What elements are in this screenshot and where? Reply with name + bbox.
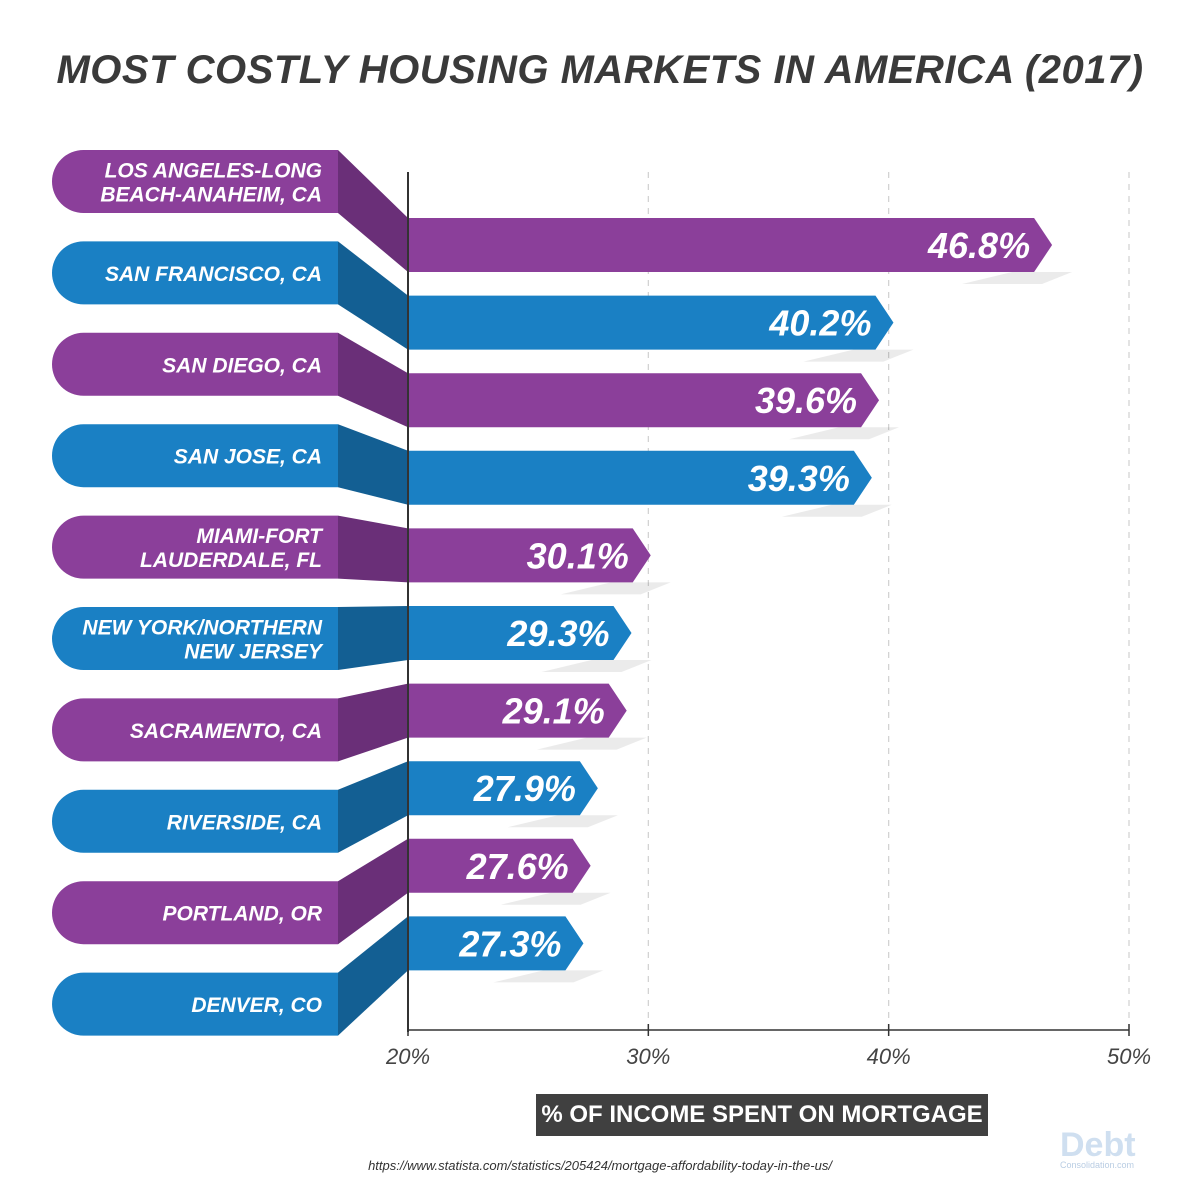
- category-label: PORTLAND, OR: [163, 903, 323, 926]
- bar-shadow: [560, 582, 671, 595]
- logo-text: Debt: [1060, 1126, 1136, 1164]
- category-label-pill: [52, 150, 339, 213]
- x-tick-label: 40%: [867, 1044, 911, 1069]
- value-label: 39.3%: [748, 458, 850, 499]
- bar-shadow: [541, 660, 652, 672]
- bar-shadow: [507, 815, 618, 828]
- value-label: 46.8%: [927, 225, 1030, 266]
- category-label: LAUDERDALE, FL: [140, 549, 322, 572]
- category-label: NEW JERSEY: [184, 641, 324, 664]
- ribbon-fold: [338, 761, 408, 853]
- bar: [408, 606, 632, 660]
- category-label: SAN JOSE, CA: [174, 446, 322, 469]
- category-label-pill: [52, 515, 339, 579]
- value-label: 30.1%: [527, 535, 629, 576]
- x-axis-label: % OF INCOME SPENT ON MORTGAGE: [536, 1094, 988, 1136]
- value-label: 29.1%: [502, 691, 605, 732]
- category-label: NEW YORK/NORTHERN: [82, 617, 322, 640]
- bar-shadow: [803, 349, 914, 362]
- ribbon-fold: [338, 916, 408, 1036]
- bar: [408, 683, 627, 738]
- brand-logo: Debt Consolidation.com: [1060, 1128, 1170, 1174]
- category-label-pill: [52, 332, 339, 396]
- bar-shadow: [536, 737, 647, 750]
- category-label: LOS ANGELES-LONG: [105, 160, 322, 183]
- source-url: https://www.statista.com/statistics/2054…: [368, 1158, 832, 1173]
- value-label: 39.6%: [755, 380, 857, 421]
- value-label: 29.3%: [506, 613, 609, 654]
- ribbon-fold: [338, 332, 408, 428]
- bar: [408, 528, 651, 583]
- bar: [408, 295, 894, 350]
- bar-shadow: [781, 504, 892, 517]
- value-label: 27.3%: [458, 923, 561, 964]
- category-label-pill: [52, 972, 338, 1036]
- bar-shadow: [493, 970, 604, 983]
- bar: [408, 761, 598, 816]
- bar: [408, 373, 880, 428]
- category-label-pill: [52, 881, 339, 945]
- category-label: MIAMI-FORT: [196, 525, 324, 548]
- bar-shadow: [500, 892, 611, 905]
- ribbon-fold: [338, 150, 408, 272]
- category-label: SAN DIEGO, CA: [162, 354, 322, 377]
- category-label-pill: [52, 424, 339, 488]
- x-tick-label: 30%: [626, 1044, 670, 1069]
- category-label: SACRAMENTO, CA: [130, 720, 322, 743]
- ribbon-fold: [338, 241, 408, 350]
- ribbon-fold: [338, 606, 408, 670]
- category-label-pill: [52, 789, 339, 853]
- bar: [408, 838, 591, 893]
- bar: [408, 218, 1053, 272]
- bar: [408, 916, 584, 971]
- ribbon-fold: [338, 424, 408, 505]
- bar: [408, 450, 872, 505]
- category-label: DENVER, CO: [191, 994, 322, 1017]
- logo-subtext: Consolidation.com: [1060, 1160, 1135, 1170]
- category-label-pill: [52, 607, 339, 670]
- category-label-pill: [52, 241, 339, 305]
- x-tick-label: 20%: [385, 1044, 430, 1069]
- ribbon-fold: [338, 838, 408, 945]
- bar-shadow: [962, 272, 1073, 284]
- value-label: 40.2%: [768, 303, 871, 344]
- category-label: RIVERSIDE, CA: [167, 811, 322, 834]
- ribbon-fold: [338, 683, 408, 762]
- category-label-pill: [52, 698, 339, 762]
- value-label: 27.9%: [473, 768, 576, 809]
- chart-title: MOST COSTLY HOUSING MARKETS IN AMERICA (…: [56, 48, 1144, 92]
- value-label: 27.6%: [466, 846, 569, 887]
- x-tick-label: 50%: [1107, 1044, 1151, 1069]
- category-label: BEACH-ANAHEIM, CA: [100, 184, 322, 207]
- category-label: SAN FRANCISCO, CA: [105, 263, 322, 286]
- bar-shadow: [789, 427, 900, 440]
- ribbon-fold: [338, 515, 408, 583]
